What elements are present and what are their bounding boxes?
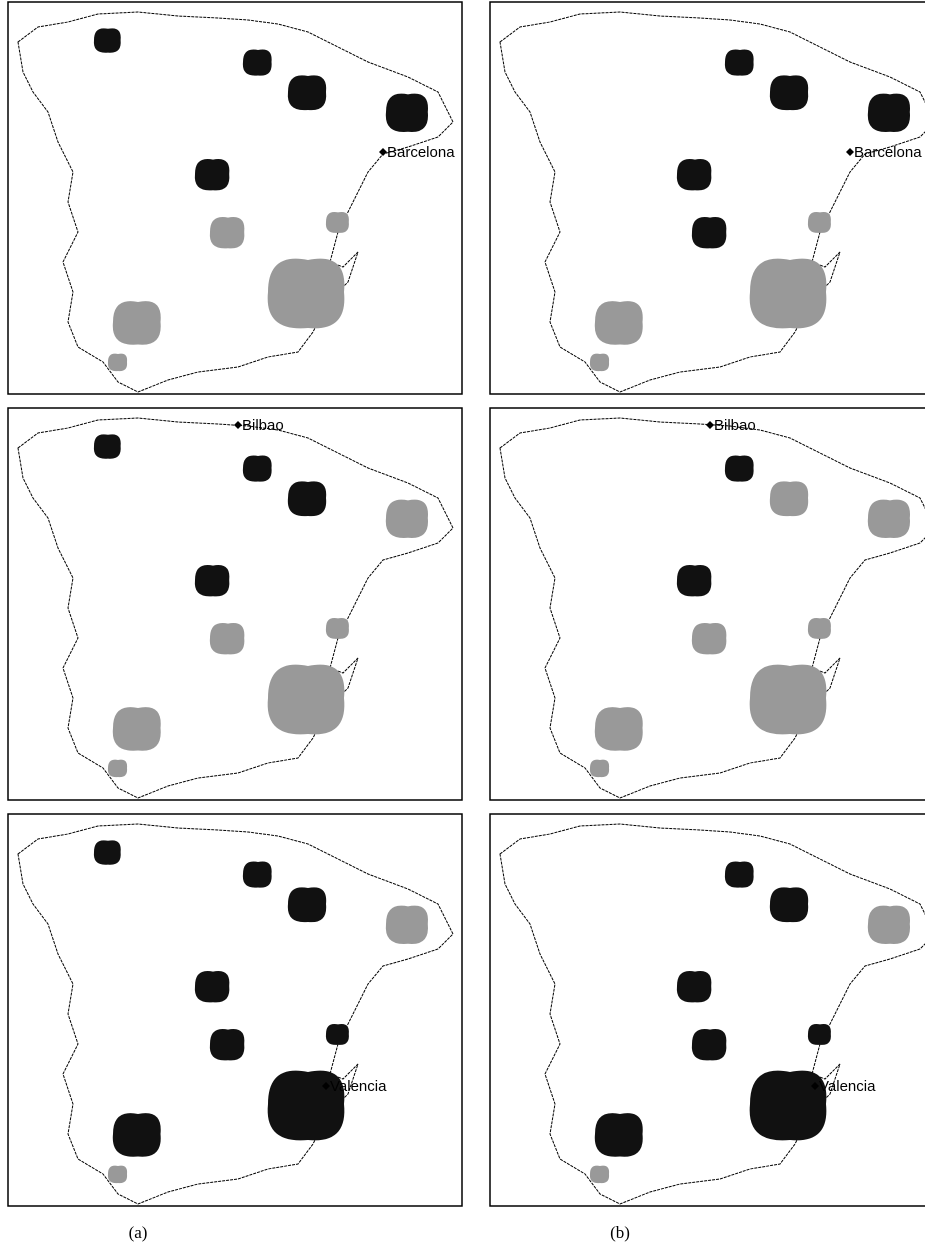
map-panel: Barcelona: [490, 2, 925, 394]
region-blob: [210, 217, 245, 248]
map-panel: Barcelona: [8, 2, 462, 394]
region-blob: [210, 1029, 245, 1060]
region-blob: [288, 887, 326, 922]
region-blob: [195, 159, 230, 190]
region-blob: [692, 1029, 727, 1060]
region-blob: [595, 707, 643, 751]
region-blob: [268, 665, 345, 735]
region-blob: [243, 50, 272, 76]
map-panel: Valencia: [490, 814, 925, 1206]
region-blob: [243, 862, 272, 888]
map-panel: Valencia: [8, 814, 462, 1206]
region-blob: [108, 760, 127, 777]
region-blob: [808, 618, 831, 639]
region-blob: [868, 94, 910, 132]
region-blob: [113, 301, 161, 345]
panel-frame: [8, 2, 462, 394]
panel-frame: [490, 814, 925, 1206]
region-blob: [590, 354, 609, 371]
figure: Barcelona Barcelona Bilbao Bilbao Valencia Va…: [0, 0, 925, 1253]
panel-frame: [490, 2, 925, 394]
region-blob: [750, 259, 827, 329]
region-blob: [725, 50, 754, 76]
city-label: Bilbao: [242, 417, 284, 434]
panel-caption: (a): [129, 1223, 148, 1242]
region-blob: [677, 159, 712, 190]
region-blob: [195, 971, 230, 1002]
region-blob: [108, 1166, 127, 1183]
panel-frame: [8, 814, 462, 1206]
region-blob: [108, 354, 127, 371]
region-blob: [868, 500, 910, 538]
region-blob: [677, 971, 712, 1002]
city-label: Valencia: [819, 1078, 876, 1095]
region-blob: [113, 707, 161, 751]
panel-frame: [8, 408, 462, 800]
region-blob: [243, 456, 272, 482]
region-blob: [386, 906, 428, 944]
region-blob: [770, 887, 808, 922]
region-blob: [94, 28, 121, 52]
city-label: Valencia: [330, 1078, 387, 1095]
region-blob: [750, 1071, 827, 1141]
region-blob: [692, 217, 727, 248]
panel-caption: (b): [610, 1223, 630, 1242]
region-blob: [288, 75, 326, 110]
region-blob: [808, 1024, 831, 1045]
region-blob: [386, 94, 428, 132]
region-blob: [750, 665, 827, 735]
region-blob: [590, 760, 609, 777]
region-blob: [692, 623, 727, 654]
region-blob: [326, 212, 349, 233]
region-blob: [595, 301, 643, 345]
region-blob: [94, 840, 121, 864]
map-panel: Bilbao: [8, 408, 462, 800]
region-blob: [808, 212, 831, 233]
region-blob: [94, 434, 121, 458]
region-blob: [595, 1113, 643, 1157]
map-panel: Bilbao: [490, 408, 925, 800]
region-blob: [677, 565, 712, 596]
region-blob: [868, 906, 910, 944]
city-label: Bilbao: [714, 417, 756, 434]
region-blob: [195, 565, 230, 596]
city-label: Barcelona: [387, 144, 455, 161]
region-blob: [113, 1113, 161, 1157]
region-blob: [326, 618, 349, 639]
region-blob: [326, 1024, 349, 1045]
city-label: Barcelona: [854, 144, 922, 161]
region-blob: [770, 75, 808, 110]
region-blob: [725, 456, 754, 482]
region-blob: [590, 1166, 609, 1183]
map-figure: Barcelona Barcelona Bilbao Bilbao Valencia Va…: [0, 0, 925, 1253]
panel-frame: [490, 408, 925, 800]
region-blob: [386, 500, 428, 538]
region-blob: [725, 862, 754, 888]
region-blob: [268, 259, 345, 329]
region-blob: [288, 481, 326, 516]
region-blob: [770, 481, 808, 516]
region-blob: [210, 623, 245, 654]
